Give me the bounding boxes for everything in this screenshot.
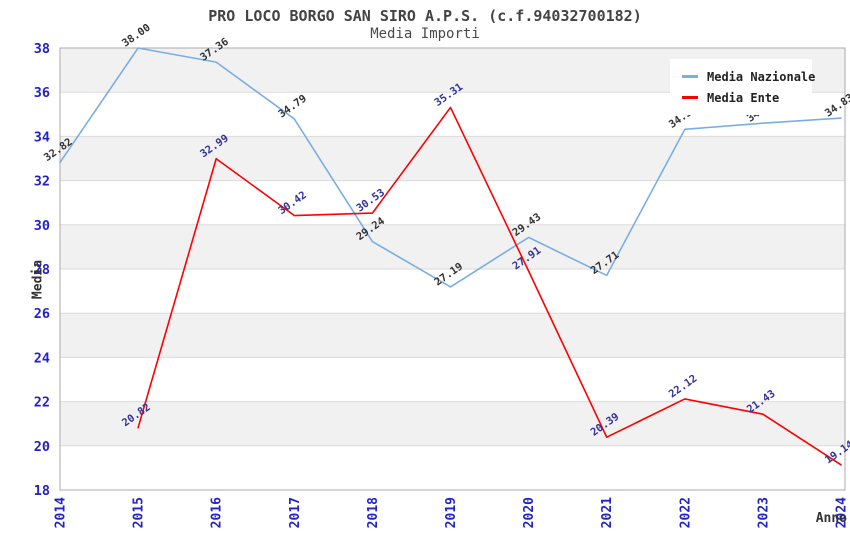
plot-band <box>60 180 845 225</box>
y-tick-label: 22 <box>34 395 50 411</box>
x-tick-label: 2014 <box>54 497 69 528</box>
chart-subtitle: Media Importi <box>370 26 480 42</box>
legend-item-ente: Media Ente <box>682 87 802 108</box>
series-line-media-ente <box>137 106 842 466</box>
y-tick-label: 24 <box>34 350 50 366</box>
y-tick-label: 34 <box>34 129 50 145</box>
x-tick-label: 2021 <box>600 497 615 528</box>
y-tick-label: 18 <box>34 483 50 499</box>
y-tick-label: 26 <box>34 306 50 322</box>
x-tick-label: 2023 <box>756 497 771 528</box>
x-tick-label: 2024 <box>835 497 850 528</box>
y-tick-label: 32 <box>34 174 50 190</box>
y-axis-title: Media <box>30 259 46 300</box>
plot-band <box>60 136 845 181</box>
x-axis-title: Anno <box>815 511 847 526</box>
plot-band <box>60 224 845 269</box>
plot-band <box>60 313 845 358</box>
chart-title: PRO LOCO BORGO SAN SIRO A.P.S. (c.f.9403… <box>208 7 642 25</box>
y-tick-label: 30 <box>34 218 50 234</box>
y-tick-label: 20 <box>34 439 50 455</box>
plot-band <box>60 357 845 402</box>
y-tick-label: 38 <box>34 41 50 57</box>
series-line-media-nazionale <box>59 47 842 288</box>
plot-band <box>60 445 845 490</box>
x-tick-label: 2017 <box>288 497 303 528</box>
legend-label-nazionale: Media Nazionale <box>707 69 816 84</box>
y-tick-label: 36 <box>34 85 50 101</box>
plot-band <box>60 269 845 314</box>
legend-marker-nazionale-icon <box>682 75 698 78</box>
x-tick-label: 2018 <box>366 497 381 528</box>
x-tick-label: 2020 <box>522 497 537 528</box>
plot-band <box>60 401 845 446</box>
y-tick-label: 28 <box>34 262 50 278</box>
x-tick-label: 2016 <box>210 497 225 528</box>
plot-border <box>59 47 846 491</box>
legend-label-ente: Media Ente <box>707 90 780 105</box>
legend-item-nazionale: Media Nazionale <box>682 66 815 87</box>
x-tick-label: 2022 <box>678 497 693 528</box>
x-tick-label: 2019 <box>444 497 459 528</box>
legend: Media Nazionale Media Ente <box>670 59 815 115</box>
legend-marker-ente-icon <box>682 96 698 99</box>
x-tick-label: 2015 <box>132 497 147 528</box>
